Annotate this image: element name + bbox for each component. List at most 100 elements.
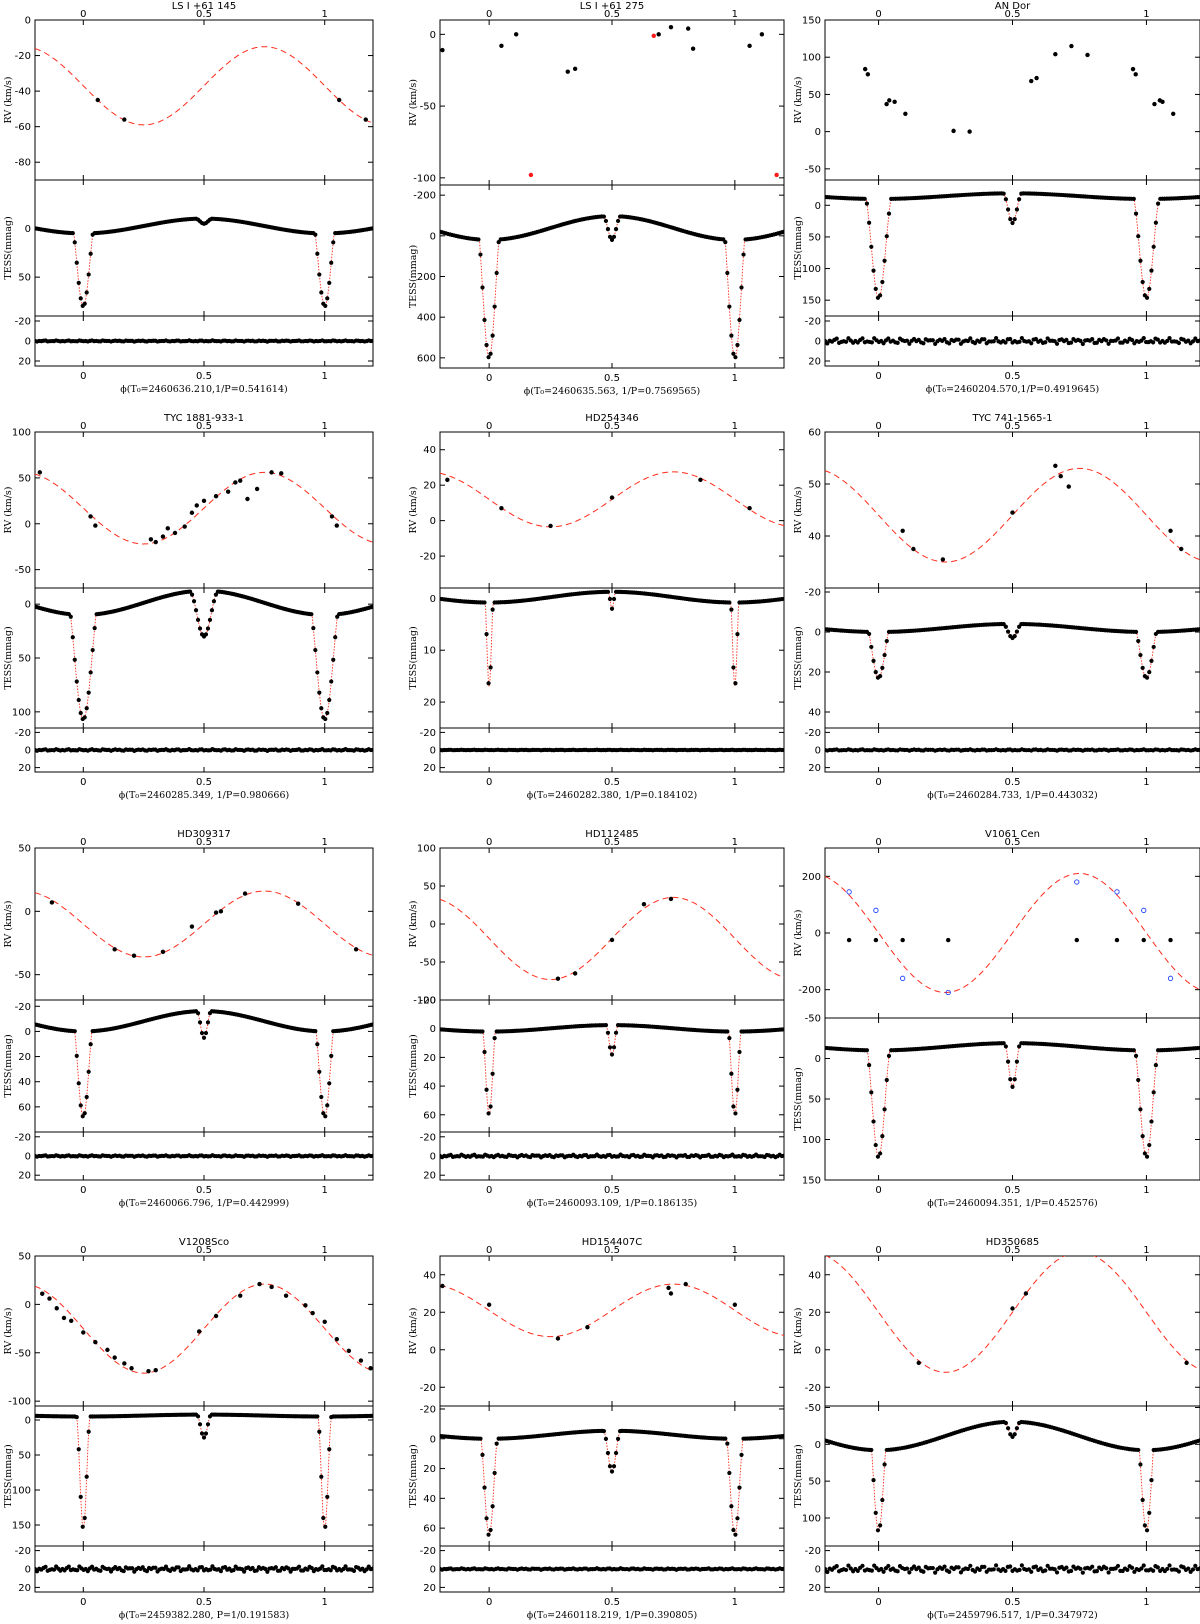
top-tick-label: 0.5 [196, 421, 212, 432]
resid-point [1165, 338, 1170, 344]
lc-point [88, 1042, 93, 1047]
chart-title: V1061 Cen [985, 829, 1040, 840]
lc-point [490, 333, 495, 338]
y-tick-label: 20 [808, 1308, 821, 1319]
rv-point [238, 1293, 243, 1298]
lc-point [1197, 627, 1200, 632]
resid-point [843, 1567, 849, 1573]
lc-point [880, 665, 885, 670]
x-tick-label: 0.5 [1005, 1185, 1021, 1196]
lc-point [733, 355, 738, 360]
resid-point [993, 1563, 999, 1568]
lc-point [727, 1036, 732, 1041]
y-axis-label: RV (km/s) [793, 77, 804, 124]
y-tick-label: -50 [15, 565, 31, 576]
y-tick-label: -50 [805, 1014, 821, 1025]
resid-point [1029, 1569, 1034, 1574]
lc-point [869, 644, 874, 650]
rv-point [499, 506, 504, 511]
lc-point [873, 1142, 878, 1148]
y-tick-label: 0 [25, 1416, 31, 1427]
lc-point [1149, 1119, 1154, 1124]
resid-point [781, 747, 784, 753]
rv-point [196, 1329, 202, 1334]
lc-point [201, 1435, 207, 1440]
lc-point [1149, 658, 1154, 664]
plot-area [825, 1256, 1200, 1373]
plot-area [440, 471, 784, 529]
resid-point [907, 1570, 912, 1575]
lc-point [486, 355, 491, 360]
lc-point [1131, 196, 1136, 201]
y-tick-label: 100 [802, 1514, 821, 1525]
plot-area [35, 890, 373, 958]
y-tick-label: -20 [15, 1002, 31, 1013]
resid-point [921, 341, 926, 346]
lc-point [723, 240, 728, 245]
panel-rv: 60 50 40 RV (km/s) [793, 428, 1200, 589]
lc-point [882, 1462, 887, 1467]
rv-point [245, 496, 250, 502]
x-axis-label: ϕ(T₀=2460204.570,1/P=0.4919645) [926, 384, 1099, 395]
rv-point [440, 1283, 445, 1289]
lc-point [488, 1104, 493, 1109]
rv-point [951, 128, 956, 134]
rv-point [572, 971, 578, 976]
lc-model-curve [825, 623, 1200, 679]
resid-point [254, 1568, 259, 1573]
lc-point [78, 1494, 83, 1499]
lc-point [1151, 1090, 1156, 1095]
lc-point [482, 600, 487, 605]
lc-point [1140, 1497, 1145, 1503]
lc-point [1005, 1426, 1011, 1431]
top-tick-label: 0 [80, 1245, 86, 1256]
resid-point [199, 1565, 204, 1570]
y-tick-label: 20 [423, 1171, 436, 1182]
rv-point [1023, 1291, 1029, 1296]
y-tick-label: 400 [417, 313, 436, 324]
lc-point [1008, 1077, 1013, 1082]
lc-point [1014, 207, 1020, 212]
lc-point [737, 1049, 742, 1055]
y-tick-label: 150 [802, 16, 821, 27]
lc-point [480, 1452, 485, 1457]
rv-point [238, 478, 243, 483]
rv-point [585, 1325, 590, 1330]
y-axis-label: TESS(mmag) [408, 626, 419, 689]
y-axis-label: TESS(mmag) [3, 626, 14, 689]
lc-point [733, 1532, 738, 1537]
y-tick-label: 0 [25, 337, 31, 348]
resid-point [904, 338, 910, 343]
lc-point [329, 679, 334, 684]
lc-point [869, 1090, 874, 1095]
lc-point [1003, 624, 1008, 629]
rv-point [698, 477, 703, 483]
y-tick-label: 200 [802, 872, 821, 883]
rv-model-curve [440, 1283, 784, 1338]
lc-point [478, 1436, 483, 1441]
y-tick-label: 60 [423, 1110, 436, 1121]
x-tick-label: 0.5 [1005, 777, 1021, 788]
rv-point [182, 524, 187, 529]
rv-point [242, 891, 248, 896]
panel-frame [34, 847, 374, 1001]
y-tick-label: 20 [423, 763, 436, 774]
resid-point [1155, 1565, 1160, 1570]
resid-point [153, 1565, 158, 1570]
plot-area [825, 747, 1200, 753]
rv-point [257, 1281, 262, 1287]
rv-point [153, 539, 158, 545]
lc-point [370, 1413, 373, 1418]
resid-point [993, 335, 999, 341]
lc-point [1140, 279, 1145, 285]
top-tick-label: 0.5 [196, 837, 212, 848]
resid-point [881, 341, 886, 346]
chart-hd154407c: HD154407C 0 0.5 1 40 20 0 -20 RV (km/s) -20 0 20 40 6… [408, 1237, 785, 1621]
y-tick-label: -100 [413, 996, 436, 1007]
lc-point [327, 1447, 332, 1452]
y-tick-label: 20 [18, 1171, 31, 1182]
lc-model-curve [35, 1414, 373, 1529]
y-tick-label: -50 [420, 958, 436, 969]
lc-point [317, 1429, 322, 1434]
